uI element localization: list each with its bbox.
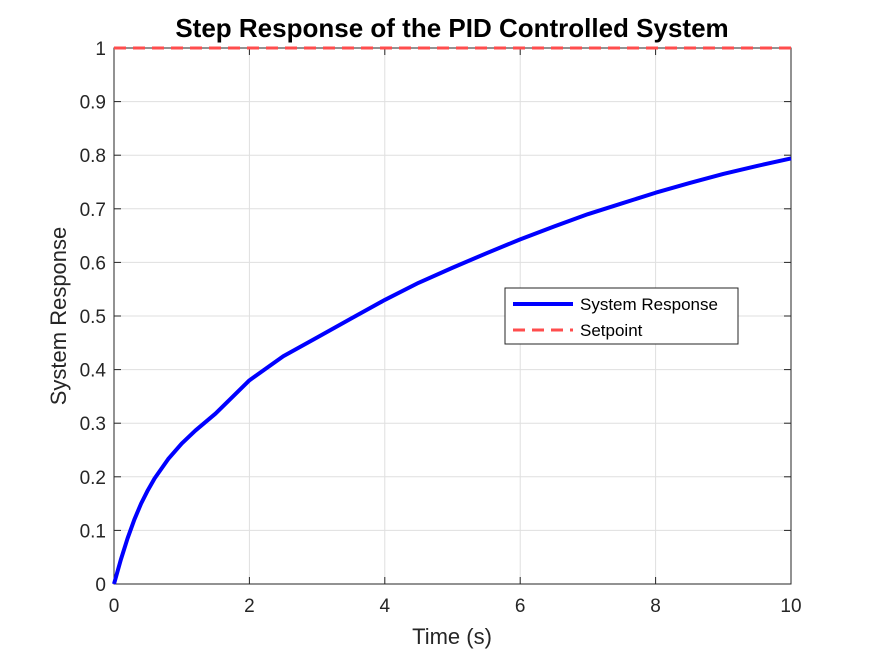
y-tick-label-3: 0.3 [80, 414, 106, 435]
chart-title: Step Response of the PID Controlled Syst… [175, 13, 728, 43]
y-tick-label-8: 0.8 [80, 146, 106, 167]
y-tick-label-6: 0.6 [80, 253, 106, 274]
x-axis-label: Time (s) [412, 624, 492, 649]
y-tick-label-0: 0 [95, 575, 106, 596]
plot-series [112, 46, 792, 585]
legend-label-0: System Response [580, 295, 718, 314]
y-tick-label-10: 1 [95, 39, 106, 60]
y-tick-label-5: 0.5 [80, 307, 106, 328]
x-tick-label-2: 4 [380, 596, 391, 617]
x-tick-label-4: 8 [650, 596, 661, 617]
y-tick-label-1: 0.1 [80, 521, 106, 542]
legend-label-1: Setpoint [580, 321, 643, 340]
legend: System Response Setpoint [504, 287, 739, 345]
series-line-0 [112, 156, 792, 585]
y-tick-label-2: 0.2 [80, 468, 106, 489]
y-tick-label-7: 0.7 [80, 200, 106, 221]
y-tick-label-9: 0.9 [80, 93, 106, 114]
x-tick-label-5: 10 [780, 596, 801, 617]
legend-box [504, 287, 739, 345]
x-tick-label-0: 0 [109, 596, 120, 617]
axes: 0 2 4 6 8 10 0 0.1 0.2 0.3 0.4 0.5 0.6 0.7 0.8 0.9 1 [80, 39, 802, 617]
y-axis-label: System Response [46, 227, 71, 406]
x-tick-label-3: 6 [515, 596, 526, 617]
y-tick-label-4: 0.4 [80, 361, 107, 382]
x-tick-label-1: 2 [244, 596, 255, 617]
